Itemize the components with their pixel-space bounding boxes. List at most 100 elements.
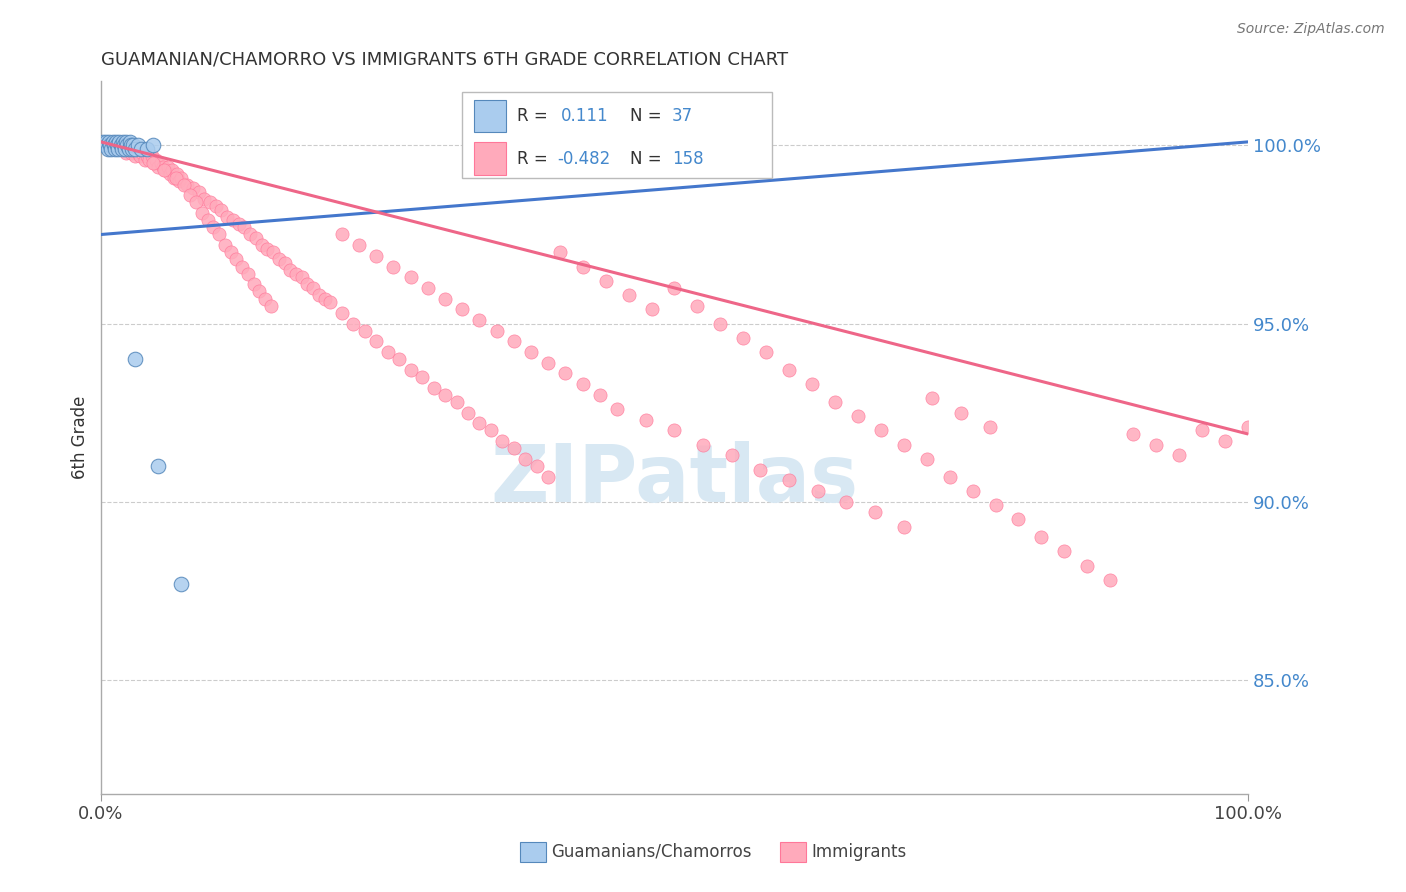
Point xyxy=(515,451,537,466)
Point xyxy=(617,288,640,302)
FancyBboxPatch shape xyxy=(463,92,772,178)
Point xyxy=(870,423,893,437)
Point xyxy=(193,192,215,206)
Point xyxy=(720,448,742,462)
Point xyxy=(135,142,157,156)
Point xyxy=(98,135,121,149)
Point xyxy=(537,356,560,370)
Point xyxy=(107,142,129,156)
Point xyxy=(187,185,209,199)
Point xyxy=(938,469,960,483)
Point xyxy=(377,345,399,359)
Point xyxy=(98,142,121,156)
Point xyxy=(1031,530,1053,544)
Point xyxy=(98,138,121,153)
Point xyxy=(228,217,250,231)
Point xyxy=(198,195,221,210)
Point xyxy=(170,576,193,591)
Point xyxy=(302,281,325,295)
Text: GUAMANIAN/CHAMORRO VS IMMIGRANTS 6TH GRADE CORRELATION CHART: GUAMANIAN/CHAMORRO VS IMMIGRANTS 6TH GRA… xyxy=(101,51,789,69)
Point xyxy=(124,352,146,367)
Point xyxy=(755,345,778,359)
Point xyxy=(267,252,290,267)
Point xyxy=(108,135,131,149)
Point xyxy=(121,142,143,156)
Point xyxy=(242,277,264,292)
Point xyxy=(145,153,167,167)
Point xyxy=(273,256,295,270)
Point xyxy=(217,210,239,224)
Point xyxy=(225,252,247,267)
Point xyxy=(749,462,772,476)
Point xyxy=(111,142,134,156)
Point xyxy=(319,295,342,310)
Point xyxy=(807,483,830,498)
Point xyxy=(502,441,524,455)
Point xyxy=(134,153,156,167)
Point xyxy=(153,163,176,178)
Point xyxy=(353,324,375,338)
Point xyxy=(260,299,283,313)
Point xyxy=(160,163,183,178)
Point xyxy=(1213,434,1236,448)
Text: 0.111: 0.111 xyxy=(561,107,609,125)
Point xyxy=(824,395,846,409)
Point xyxy=(148,160,170,174)
Point xyxy=(152,160,174,174)
Point xyxy=(115,135,138,149)
Text: 158: 158 xyxy=(672,150,704,168)
Point xyxy=(124,149,146,163)
Point xyxy=(1076,558,1098,573)
Point xyxy=(166,167,188,181)
Point xyxy=(1237,420,1260,434)
Point xyxy=(979,420,1001,434)
Point xyxy=(388,352,411,367)
Point xyxy=(156,160,179,174)
Point xyxy=(117,142,139,156)
Point xyxy=(247,285,270,299)
Text: R =: R = xyxy=(517,150,554,168)
Point xyxy=(863,505,886,519)
Point xyxy=(595,274,617,288)
Point xyxy=(142,156,165,170)
Point xyxy=(502,334,524,349)
Point xyxy=(96,138,118,153)
Point xyxy=(254,292,277,306)
Text: Immigrants: Immigrants xyxy=(811,843,907,861)
Point xyxy=(554,367,576,381)
Point xyxy=(1191,423,1213,437)
Point xyxy=(434,292,457,306)
Text: N =: N = xyxy=(630,150,666,168)
Text: ZIPatlas: ZIPatlas xyxy=(491,442,859,519)
Point xyxy=(131,145,153,160)
Point xyxy=(118,135,141,149)
Point xyxy=(526,458,548,473)
Point xyxy=(142,156,165,170)
Point xyxy=(173,178,195,192)
Point xyxy=(285,267,308,281)
Point xyxy=(686,299,709,313)
Point xyxy=(485,324,508,338)
Point xyxy=(291,270,314,285)
Point xyxy=(104,142,127,156)
Point xyxy=(434,388,457,402)
Point xyxy=(149,156,172,170)
Point xyxy=(548,245,571,260)
Point xyxy=(100,142,122,156)
Point xyxy=(208,227,231,242)
Point xyxy=(179,188,201,202)
Point xyxy=(233,220,256,235)
Point xyxy=(97,142,120,156)
Point xyxy=(135,149,157,163)
Point xyxy=(664,423,686,437)
Point xyxy=(1122,426,1144,441)
Point xyxy=(411,370,433,384)
Point xyxy=(468,313,491,327)
Point xyxy=(692,437,714,451)
Point xyxy=(197,213,219,227)
Point xyxy=(114,142,136,156)
Point xyxy=(91,135,114,149)
Point xyxy=(142,138,165,153)
Point xyxy=(122,142,145,156)
Point xyxy=(129,142,152,156)
